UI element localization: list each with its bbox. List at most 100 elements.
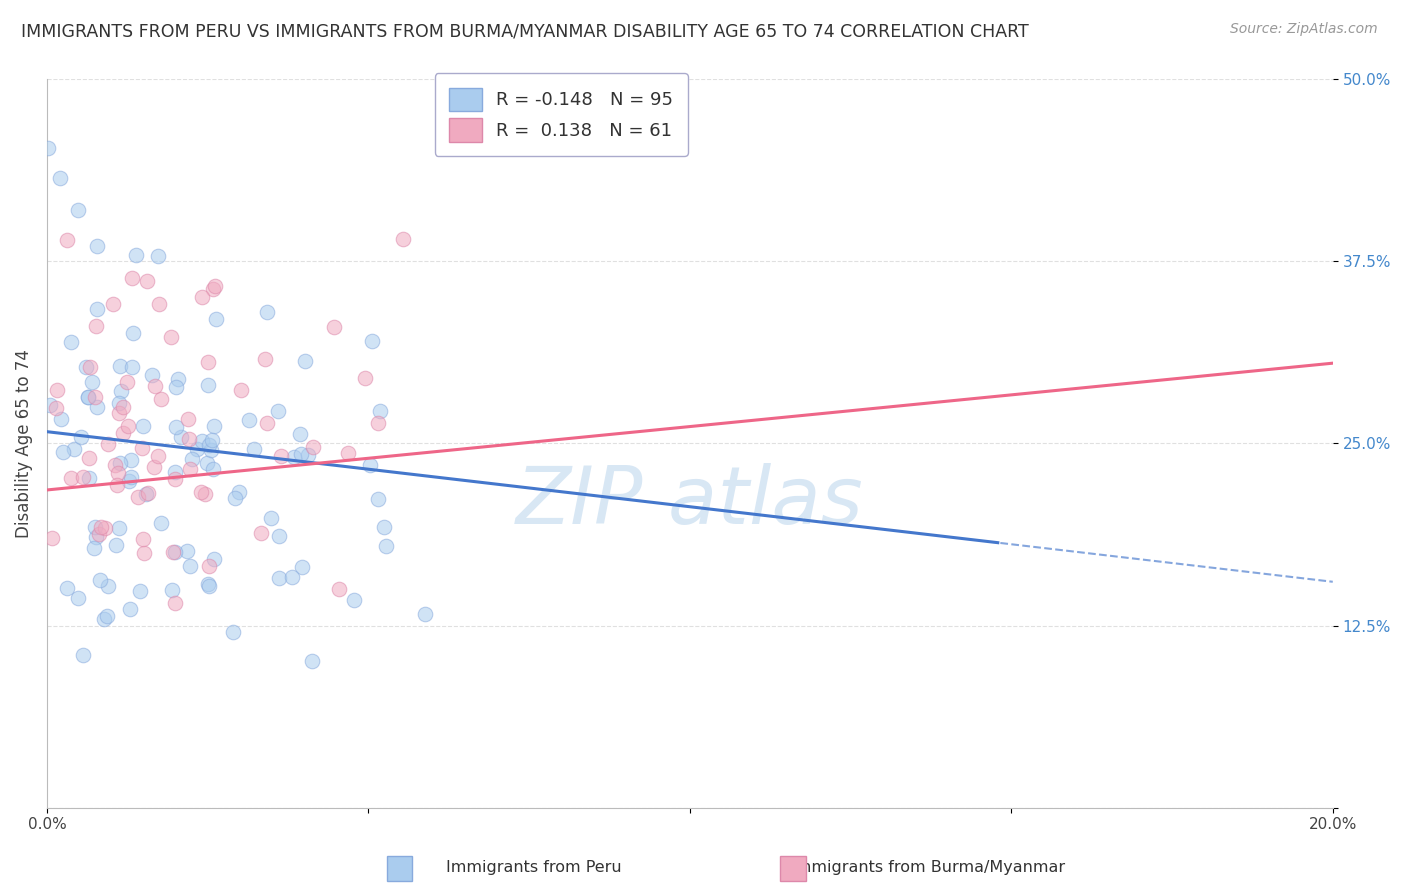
Point (256, 416, 278, 430)
Point (87, 527, 110, 541)
Point (115, 375, 138, 389)
Point (367, 416, 389, 430)
Point (202, 552, 225, 566)
Point (253, 351, 276, 366)
Point (222, 625, 245, 640)
Point (179, 462, 201, 476)
Point (375, 539, 398, 553)
Point (392, 232, 415, 246)
Point (131, 441, 153, 455)
Text: Immigrants from Peru: Immigrants from Peru (447, 861, 621, 875)
Point (38, 398, 60, 412)
Point (96, 608, 118, 623)
Point (368, 403, 391, 417)
Point (105, 478, 128, 492)
Point (86, 239, 108, 253)
Point (132, 532, 155, 546)
Point (186, 442, 208, 456)
Text: IMMIGRANTS FROM PERU VS IMMIGRANTS FROM BURMA/MYANMAR DISABILITY AGE 65 TO 74 CO: IMMIGRANTS FROM PERU VS IMMIGRANTS FROM … (21, 22, 1029, 40)
Point (143, 378, 166, 392)
Point (194, 487, 217, 501)
Point (190, 485, 212, 500)
Point (270, 449, 292, 463)
Point (148, 297, 170, 311)
Point (267, 571, 290, 585)
Point (120, 470, 142, 484)
Point (79, 360, 101, 375)
Point (90, 519, 112, 533)
Point (80, 375, 103, 389)
Point (197, 577, 219, 591)
Point (48, 170, 70, 185)
Point (112, 426, 135, 441)
Point (76, 390, 98, 404)
Point (110, 456, 132, 470)
Point (84, 390, 107, 404)
Point (146, 450, 169, 464)
Point (267, 529, 290, 543)
Point (198, 578, 221, 592)
Point (110, 384, 132, 398)
Point (72, 648, 94, 663)
Point (288, 427, 311, 442)
Point (52, 445, 75, 459)
Point (45, 401, 67, 416)
Point (191, 290, 214, 304)
Point (89, 573, 111, 587)
Point (121, 271, 143, 285)
Point (69, 430, 91, 444)
Point (66, 591, 89, 606)
Point (41, 531, 63, 545)
Point (83, 520, 105, 534)
Point (260, 510, 283, 524)
Point (163, 545, 186, 559)
Point (55, 234, 77, 248)
Point (373, 519, 395, 533)
Point (76, 391, 98, 405)
Point (343, 593, 366, 607)
Point (86, 400, 108, 414)
Point (328, 582, 350, 597)
Point (117, 418, 139, 433)
Point (198, 558, 221, 573)
Point (181, 452, 204, 467)
Point (266, 403, 288, 417)
Point (204, 279, 226, 293)
Point (297, 448, 319, 462)
Point (75, 359, 97, 374)
Point (97, 579, 120, 593)
Point (367, 491, 389, 506)
Point (413, 607, 436, 622)
Point (176, 543, 198, 558)
Point (202, 462, 225, 476)
Point (66, 203, 89, 218)
Point (336, 446, 359, 460)
Point (105, 538, 128, 552)
Point (104, 458, 127, 472)
Point (256, 305, 278, 319)
Point (353, 371, 375, 385)
Point (301, 440, 323, 454)
Point (118, 475, 141, 489)
Point (238, 413, 260, 427)
Point (201, 282, 224, 296)
Point (136, 274, 159, 288)
Text: ZIP atlas: ZIP atlas (516, 463, 863, 541)
Point (101, 297, 124, 311)
Point (107, 466, 129, 480)
Point (160, 582, 183, 597)
Point (132, 545, 155, 559)
Point (165, 420, 187, 434)
Point (165, 465, 187, 479)
Point (179, 558, 201, 573)
Point (202, 419, 225, 434)
Text: Source: ZipAtlas.com: Source: ZipAtlas.com (1230, 22, 1378, 37)
Point (176, 412, 198, 426)
Point (96, 437, 118, 451)
Point (204, 312, 226, 326)
Point (250, 526, 273, 541)
Point (301, 655, 323, 669)
Point (72, 470, 94, 484)
Point (94, 520, 117, 534)
Point (323, 320, 346, 334)
